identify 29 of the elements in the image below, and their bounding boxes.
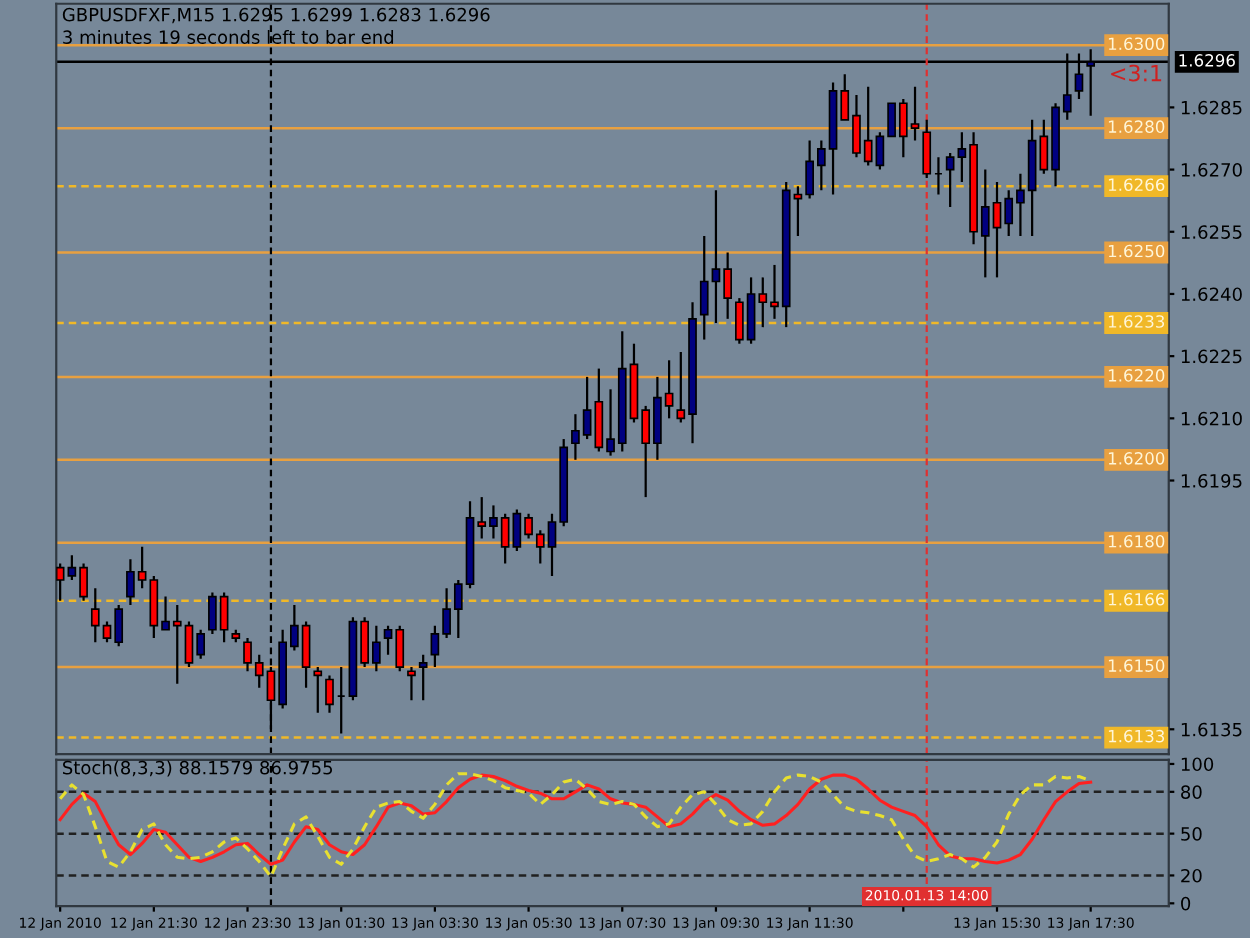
y-tick-label: 50 bbox=[1181, 827, 1202, 841]
y-tick-label: 1.6135 bbox=[1181, 722, 1242, 737]
ref-line-label: 1.6280 bbox=[1108, 120, 1165, 133]
ref-line-label: 1.6180 bbox=[1108, 534, 1165, 548]
chart-title: GBPUSDFXF,M15 1.6295 1.6299 1.6283 1.6296 bbox=[62, 7, 490, 24]
ref-line-label: 1.6266 bbox=[1108, 178, 1165, 192]
y-tick-label: 80 bbox=[1181, 785, 1202, 799]
y-tick-label: 0 bbox=[1181, 896, 1191, 911]
y-tick-label: 1.6195 bbox=[1181, 473, 1242, 488]
ref-line-label: 1.6166 bbox=[1108, 592, 1165, 606]
chart-title: Stoch(8,3,3) 88.1579 86.9755 bbox=[63, 760, 333, 777]
ref-line-label: 1.6250 bbox=[1108, 244, 1165, 258]
y-tick-label: 1.6270 bbox=[1181, 163, 1242, 177]
ref-line-label: 1.6220 bbox=[1108, 369, 1165, 382]
ref-line-label: 1.6133 bbox=[1108, 729, 1165, 743]
y-tick-label: 1.6240 bbox=[1181, 287, 1242, 302]
y-tick-label: 1.6255 bbox=[1181, 225, 1242, 239]
y-tick-label: 20 bbox=[1181, 868, 1202, 883]
annotation: <3:1 bbox=[1111, 64, 1162, 82]
ref-line-label: 1.6296 bbox=[1179, 54, 1235, 67]
text: 3 minutes 19 seconds left to bar end bbox=[63, 30, 394, 44]
ref-line-label: 1.6150 bbox=[1108, 659, 1165, 672]
y-tick-label: 1.6285 bbox=[1181, 100, 1242, 115]
y-tick-label: 100 bbox=[1181, 757, 1214, 772]
y-tick-label: 1.6225 bbox=[1181, 349, 1242, 364]
y-tick-label: 1.6210 bbox=[1181, 411, 1242, 426]
ref-line-label: 1.6233 bbox=[1108, 315, 1165, 328]
ref-line-label: 1.6300 bbox=[1108, 37, 1165, 51]
ref-line-label: 1.6200 bbox=[1108, 452, 1165, 465]
